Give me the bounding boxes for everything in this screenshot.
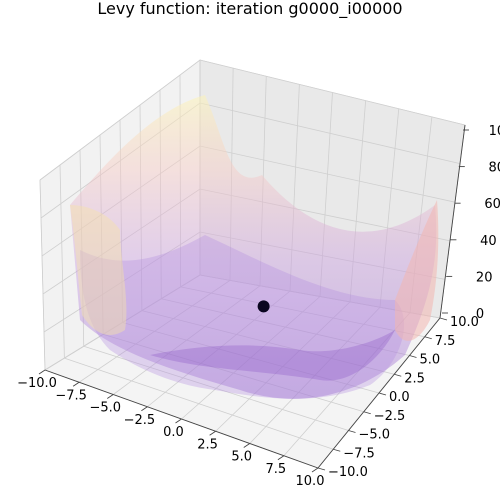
- x-tick-mark: [277, 455, 285, 461]
- y-tick-label: −7.5: [343, 446, 375, 461]
- x-tick-mark: [175, 418, 182, 424]
- x-tick-mark: [72, 381, 80, 387]
- y-tick-mark: [409, 355, 417, 358]
- y-tick-mark: [378, 392, 387, 396]
- surface-left-wall: [70, 205, 127, 335]
- chart-title: Levy function: iteration g0000_i00000: [97, 0, 402, 19]
- z-tick-label: 60: [484, 197, 500, 212]
- y-tick-label: 2.5: [404, 371, 425, 386]
- x-tick-mark: [311, 467, 319, 473]
- y-tick-label: −10.0: [328, 465, 368, 480]
- levy-surface: [70, 95, 439, 399]
- z-tick-label: 80: [489, 161, 500, 176]
- y-tick-label: −5.0: [359, 428, 391, 443]
- wall-grid-line: [59, 164, 65, 359]
- y-tick-mark: [424, 336, 432, 340]
- y-tick-label: 10.0: [450, 315, 479, 330]
- current-point-marker: [257, 300, 270, 313]
- y-axis: −10.0 −7.5 −5.0 −2.5 0.0 2.5 5.0 7.5 10.0: [317, 315, 479, 480]
- z-axis: 0 20 40 60 80 100: [439, 124, 500, 322]
- x-axis: −10.0−7.5−5.0−2.5 0.0 2.5 5.0 7.5 10.0: [17, 369, 325, 489]
- x-tick-mark: [38, 369, 46, 375]
- z-tick-label: 40: [480, 234, 497, 249]
- surface-trough: [150, 330, 395, 381]
- y-tick-label: 5.0: [420, 353, 441, 368]
- wall-grid-line: [39, 179, 46, 371]
- y-tick-label: 7.5: [435, 334, 456, 349]
- z-tick-label: 100: [489, 124, 500, 139]
- x-tick-label: −2.5: [124, 413, 156, 428]
- x-tick-label: 0.0: [163, 425, 184, 440]
- y-tick-mark: [348, 430, 356, 433]
- x-tick-label: −7.5: [55, 388, 87, 403]
- x-tick-mark: [243, 443, 250, 448]
- x-tick-label: 5.0: [231, 450, 252, 465]
- x-tick-mark: [209, 430, 216, 436]
- x-tick-label: −5.0: [89, 401, 121, 416]
- surface-back-ridge: [70, 95, 437, 399]
- x-tick-mark: [141, 406, 148, 412]
- z-axis-line: [439, 124, 466, 319]
- x-tick-label: 7.5: [266, 462, 287, 477]
- y-tick-label: 0.0: [389, 390, 410, 405]
- x-tick-label: −10.0: [17, 376, 57, 391]
- y-tick-mark: [363, 411, 371, 415]
- y-tick-mark: [333, 448, 341, 452]
- surface-front-bowl: [80, 235, 405, 399]
- floor-grid-line: [64, 357, 334, 450]
- x-tick-label: 2.5: [197, 437, 218, 452]
- floor-grid-line: [83, 345, 349, 431]
- x-tick-label: 10.0: [296, 474, 325, 489]
- z-tick-label: 0: [476, 307, 484, 322]
- y-tick-mark: [439, 317, 448, 321]
- z-tick-label: 20: [476, 270, 493, 285]
- y-tick-mark: [394, 373, 402, 377]
- y-tick-label: −2.5: [374, 409, 406, 424]
- x-tick-mark: [107, 394, 114, 399]
- y-tick-mark: [317, 467, 326, 471]
- surface-right-ridge: [395, 200, 439, 341]
